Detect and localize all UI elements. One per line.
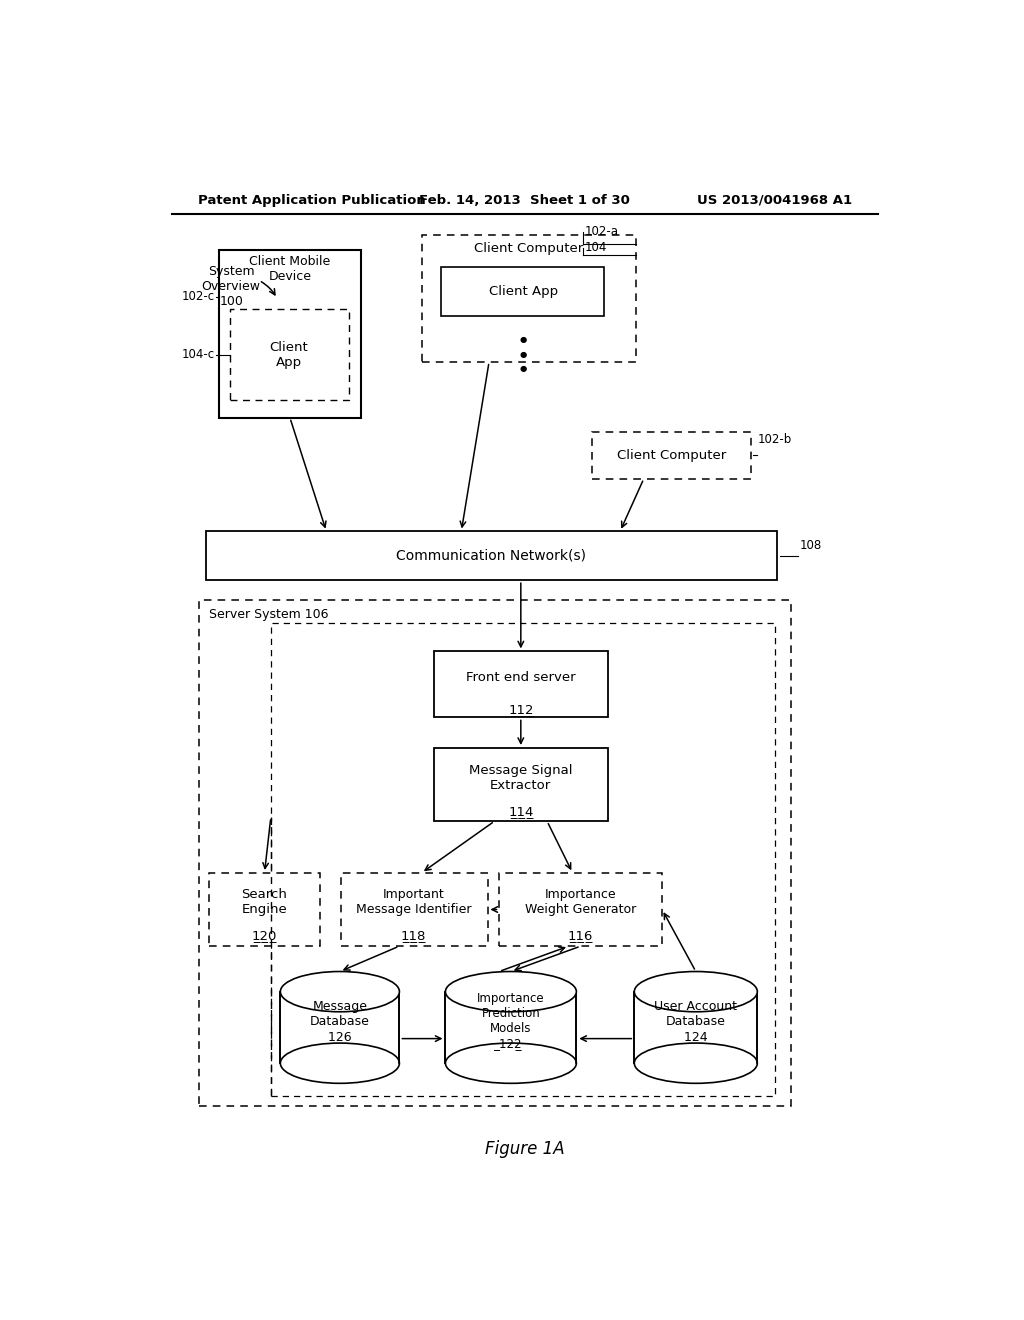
Text: User Account
Database
̲124̲: User Account Database ̲124̲	[654, 999, 737, 1043]
Bar	[441, 267, 604, 315]
Text: 104: 104	[585, 242, 607, 255]
Bar	[229, 309, 348, 400]
Text: 102-b: 102-b	[758, 433, 792, 446]
Text: 108: 108	[800, 539, 821, 552]
Ellipse shape	[445, 1043, 577, 1084]
Bar	[219, 249, 360, 417]
Bar	[270, 623, 775, 1096]
Text: Client
App: Client App	[269, 341, 308, 368]
Text: Important
Message Identifier: Important Message Identifier	[356, 888, 471, 916]
Bar	[209, 873, 321, 946]
Text: Client Computer: Client Computer	[474, 242, 584, 255]
Text: Client Computer: Client Computer	[617, 449, 726, 462]
Bar	[281, 991, 399, 1063]
Bar	[200, 599, 791, 1106]
Text: 1̲1̲4̲: 1̲1̲4̲	[508, 805, 534, 818]
Text: Message
Database
̲126̲: Message Database ̲126̲	[310, 999, 370, 1043]
Text: Importance
Prediction
Models
̲122̲: Importance Prediction Models ̲122̲	[477, 993, 545, 1051]
Ellipse shape	[281, 1043, 399, 1084]
Text: 104-c: 104-c	[182, 348, 215, 362]
Text: System
Overview
100: System Overview 100	[202, 265, 261, 308]
Bar	[592, 432, 751, 479]
Text: 1̲1̲2̲: 1̲1̲2̲	[508, 702, 534, 715]
Text: Search
Engine: Search Engine	[242, 888, 288, 916]
Bar	[422, 235, 636, 362]
Bar	[500, 873, 663, 946]
Ellipse shape	[445, 972, 577, 1011]
Bar	[445, 991, 577, 1063]
Text: US 2013/0041968 A1: US 2013/0041968 A1	[696, 194, 852, 206]
Text: 102-c: 102-c	[182, 290, 215, 304]
Text: Server System 106: Server System 106	[209, 607, 329, 620]
Text: Front end server: Front end server	[466, 672, 575, 684]
Bar	[433, 651, 608, 718]
Text: Importance
Weight Generator: Importance Weight Generator	[524, 888, 636, 916]
Bar	[433, 748, 608, 821]
Text: Figure 1A: Figure 1A	[485, 1140, 564, 1159]
Text: Communication Network(s): Communication Network(s)	[396, 549, 587, 562]
Bar	[341, 873, 487, 946]
Bar	[206, 532, 777, 581]
Text: 102-a: 102-a	[585, 226, 620, 238]
Text: 1̲1̲6̲: 1̲1̲6̲	[567, 929, 593, 942]
Text: 1̲1̲8̲: 1̲1̲8̲	[401, 929, 426, 942]
Bar	[634, 991, 758, 1063]
Text: Patent Application Publication: Patent Application Publication	[198, 194, 426, 206]
Text: 1̲2̲0̲: 1̲2̲0̲	[252, 929, 278, 942]
Ellipse shape	[634, 972, 758, 1011]
Text: Feb. 14, 2013  Sheet 1 of 30: Feb. 14, 2013 Sheet 1 of 30	[420, 194, 630, 206]
Text: Message Signal
Extractor: Message Signal Extractor	[469, 764, 572, 792]
Text: Client App: Client App	[488, 285, 558, 298]
Ellipse shape	[634, 1043, 758, 1084]
Text: Client Mobile
Device: Client Mobile Device	[249, 255, 331, 282]
Ellipse shape	[281, 972, 399, 1011]
Text: ●
●
●: ● ● ●	[519, 335, 526, 374]
